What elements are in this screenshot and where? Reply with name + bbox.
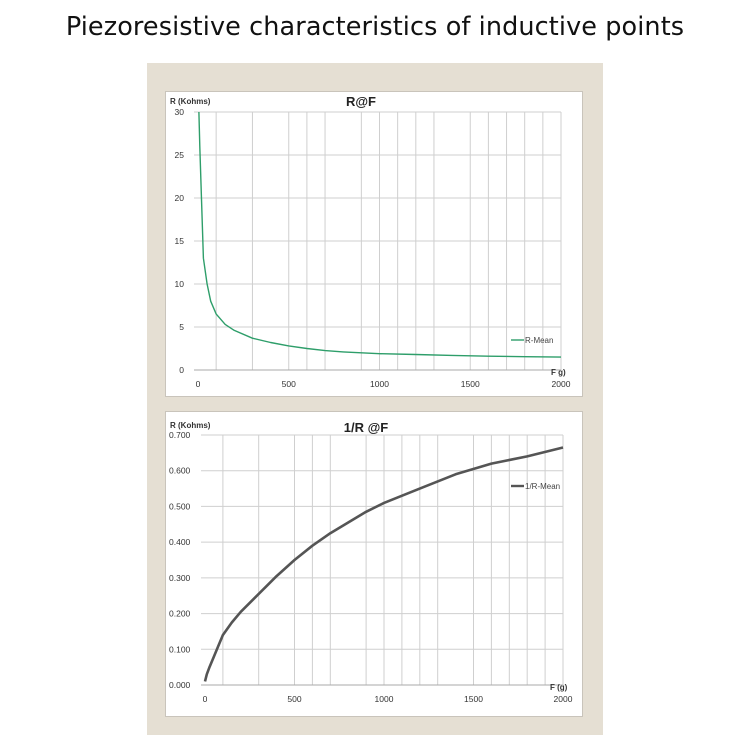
- y-tick-label: 0.400: [169, 537, 191, 547]
- data-series-line: [203, 446, 564, 682]
- x-axis-label: F (g): [550, 683, 568, 692]
- x-tick-label: 2000: [552, 379, 571, 389]
- chart-inverse-r-at-f-plot: 0.000 0.100 0.200 0.300 0.400 0.500 0.600 0.700…: [169, 420, 573, 704]
- y-tick-label: 0.700: [169, 430, 191, 440]
- x-tick-label: 1000: [375, 694, 394, 704]
- chart-r-at-f-plot: 0 5 10 15 20 25 30 0 500 1000 1500 2000 R (Kohms) R@F…: [170, 94, 571, 389]
- y-tick-label: 30: [175, 107, 185, 117]
- y-tick-label: 0.600: [169, 466, 191, 476]
- chart-r-at-f: 0 5 10 15 20 25 30 0 500 1000 1500 2000 R (Kohms) R@F…: [165, 91, 583, 397]
- y-tick-label: 0.500: [169, 501, 191, 511]
- y-tick-label: 0.300: [169, 573, 191, 583]
- y-tick-label: 0: [179, 365, 184, 375]
- y-tick-label: 0.200: [169, 609, 191, 619]
- x-tick-label: 500: [282, 379, 296, 389]
- x-tick-label: 2000: [554, 694, 573, 704]
- x-tick-label: 0: [196, 379, 201, 389]
- y-tick-label: 0.000: [169, 680, 191, 690]
- chart-inverse-r-at-f: 0.000 0.100 0.200 0.300 0.400 0.500 0.600 0.700…: [165, 411, 583, 717]
- y-tick-label: 10: [175, 279, 185, 289]
- y-axis-label: R (Kohms): [170, 97, 211, 106]
- x-tick-label: 1500: [464, 694, 483, 704]
- chart-title: 1/R @F: [344, 420, 389, 435]
- y-axis-label: R (Kohms): [170, 421, 211, 430]
- x-axis-label: F g): [551, 368, 566, 377]
- x-tick-label: 500: [287, 694, 301, 704]
- page-title: Piezoresistive characteristics of induct…: [65, 12, 685, 42]
- legend-label: 1/R-Mean: [525, 482, 560, 491]
- y-tick-label: 0.100: [169, 644, 191, 654]
- legend-label: R-Mean: [525, 336, 553, 345]
- y-tick-label: 25: [175, 150, 185, 160]
- x-tick-label: 1000: [370, 379, 389, 389]
- x-tick-label: 0: [203, 694, 208, 704]
- chart-title: R@F: [346, 94, 376, 109]
- y-tick-label: 5: [179, 322, 184, 332]
- y-tick-label: 20: [175, 193, 185, 203]
- data-series-line: [198, 111, 562, 358]
- x-tick-label: 1500: [461, 379, 480, 389]
- y-tick-label: 15: [175, 236, 185, 246]
